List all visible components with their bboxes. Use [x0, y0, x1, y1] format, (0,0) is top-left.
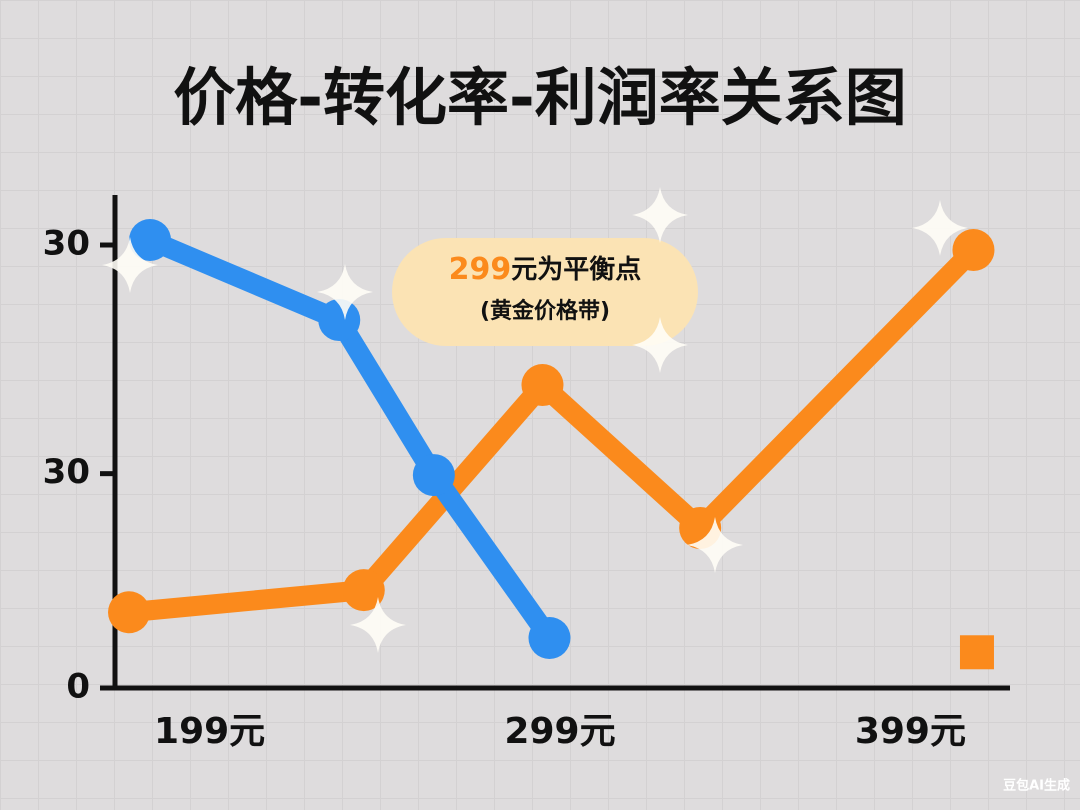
sparkle	[632, 317, 688, 373]
sparkle	[912, 200, 968, 256]
marker	[959, 635, 994, 670]
chart-title: 价格-转化率-利润率关系图	[173, 61, 906, 134]
sparkle	[350, 597, 406, 653]
marker	[528, 616, 571, 659]
marker	[108, 591, 151, 634]
marker	[129, 219, 172, 262]
x-tick-label: 199元	[154, 711, 265, 752]
sparkle	[102, 237, 158, 293]
sparkle	[687, 517, 743, 573]
annotation-subtext: (黄金价格带)	[480, 298, 610, 324]
annotation-text: 元为平衡点	[511, 254, 641, 285]
sparkle	[632, 187, 688, 243]
marker	[412, 454, 455, 497]
marker	[342, 569, 385, 612]
marker	[952, 229, 995, 272]
y-tick-label: 0	[66, 667, 90, 707]
series-line	[140, 230, 560, 648]
y-tick-label: 30	[43, 452, 90, 492]
marker	[318, 299, 361, 342]
annotation-highlight: 299	[449, 252, 512, 287]
x-tick-label: 399元	[855, 711, 966, 752]
y-tick-label: 30	[43, 224, 90, 264]
sparkle	[317, 264, 373, 320]
annotation: 299元为平衡点	[449, 252, 642, 287]
watermark: 豆包AI生成	[1003, 778, 1070, 794]
x-tick-label: 299元	[504, 711, 615, 752]
marker	[521, 364, 564, 407]
annotation-bubble	[392, 238, 698, 346]
